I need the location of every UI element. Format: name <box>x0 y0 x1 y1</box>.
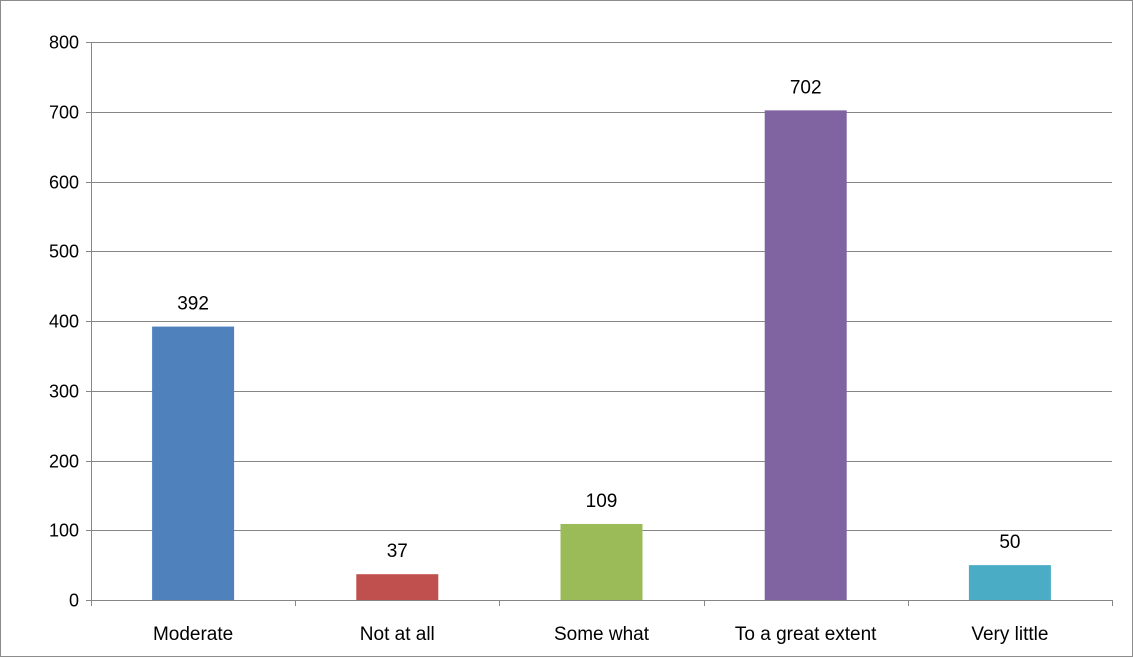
labels: 0 100 200 300 400 500 600 700 800 392 Moderate 37 No… <box>49 33 1048 646</box>
gridlines <box>91 42 1112 531</box>
y-tick-label: 0 <box>69 591 79 611</box>
bar-not-at-all <box>356 574 439 600</box>
axes <box>86 42 1113 606</box>
y-tick-label: 100 <box>49 521 79 541</box>
y-tick-label: 400 <box>49 312 79 332</box>
bar-to-a-great-extent <box>764 110 847 600</box>
y-tick-label: 700 <box>49 103 79 123</box>
data-label: 37 <box>387 541 408 562</box>
bars <box>152 110 1051 600</box>
y-tick-label: 200 <box>49 452 79 472</box>
y-tick-label: 500 <box>49 242 79 262</box>
bar-very-little <box>968 565 1051 600</box>
data-label: 109 <box>586 491 618 512</box>
y-tick-label: 600 <box>49 173 79 193</box>
data-label: 392 <box>177 294 209 315</box>
bar-some-what <box>560 523 643 600</box>
x-category-label: Some what <box>554 624 650 645</box>
x-category-label: Not at all <box>360 624 435 645</box>
bar-moderate <box>152 326 235 600</box>
x-category-label: To a great extent <box>735 624 877 645</box>
data-label: 50 <box>999 532 1020 553</box>
y-tick-label: 300 <box>49 382 79 402</box>
x-category-label: Very little <box>971 624 1048 645</box>
x-category-label: Moderate <box>153 624 233 645</box>
data-label: 702 <box>790 77 822 98</box>
y-tick-label: 800 <box>49 33 79 53</box>
